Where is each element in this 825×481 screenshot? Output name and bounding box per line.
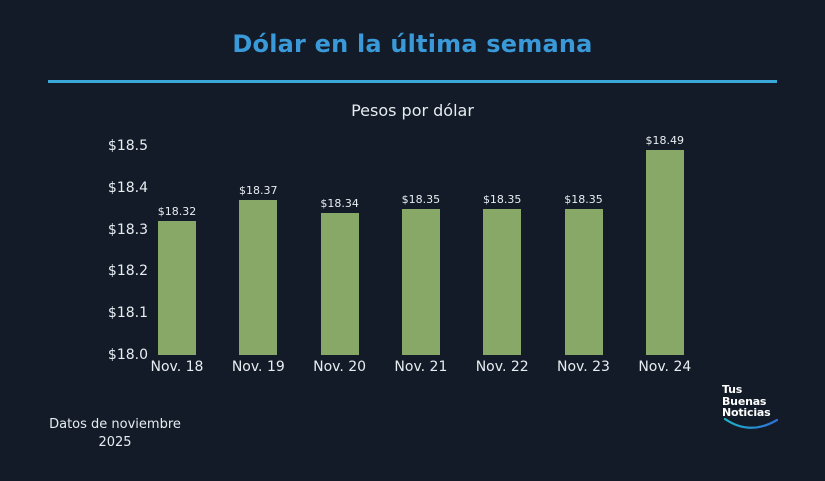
smile-arc-icon	[723, 417, 779, 429]
x-tick-label: Nov. 18	[150, 359, 204, 375]
x-tick-label: Nov. 21	[394, 359, 448, 375]
bar-value-label: $18.32	[157, 205, 197, 219]
footnote-line: 2025	[98, 435, 132, 450]
bar-value-label: $18.37	[239, 184, 278, 198]
y-tick-label: $18.2	[107, 263, 148, 280]
bar-value-label: $18.35	[564, 192, 603, 206]
bar-value-label: $18.35	[401, 192, 441, 206]
bar	[320, 212, 359, 355]
x-tick-label: Nov. 22	[475, 359, 529, 375]
brand-logo: Tus Buenas Noticias	[722, 383, 782, 429]
bar-value-label: $18.49	[645, 134, 685, 148]
data-source-note: Datos de noviembre 2025	[40, 416, 190, 452]
x-tick-label: Nov. 24	[638, 359, 692, 375]
y-tick-label: $18.5	[107, 138, 148, 154]
title-divider	[48, 80, 777, 83]
logo-line: Buenas	[722, 394, 767, 408]
x-tick-label: Nov. 23	[557, 359, 610, 375]
y-tick-label: $18.1	[107, 305, 148, 322]
x-tick-label: Nov. 20	[313, 359, 367, 375]
bar	[401, 208, 440, 355]
logo-line: Tus	[722, 383, 743, 396]
bar	[483, 208, 522, 355]
logo-line: Noticias	[722, 406, 771, 419]
y-tick-label: $18.4	[107, 179, 148, 196]
bar	[564, 208, 603, 355]
chart-subtitle: Pesos por dólar	[351, 101, 474, 120]
bar	[158, 221, 196, 355]
y-tick-label: $18.0	[107, 347, 148, 363]
bar	[645, 150, 684, 355]
x-tick-label: Nov. 19	[231, 359, 285, 375]
footnote-line: Datos de noviembre	[49, 417, 181, 432]
bar-value-label: $18.35	[482, 192, 522, 206]
bar	[239, 200, 278, 355]
y-tick-label: $18.3	[107, 221, 148, 238]
bar-value-label: $18.34	[320, 196, 359, 210]
chart-title: Dólar en la última semana	[232, 30, 593, 58]
